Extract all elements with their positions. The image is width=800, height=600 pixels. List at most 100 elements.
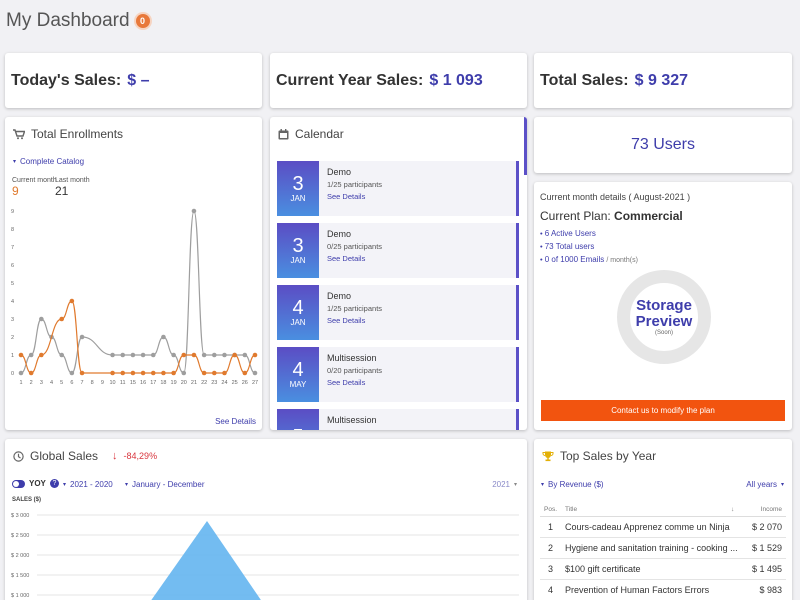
calendar-event[interactable]: 5 Multisession: [277, 409, 519, 430]
current-month-value: 9: [12, 184, 19, 198]
event-see-details[interactable]: See Details: [327, 254, 366, 263]
year-sales-value: $ 1 093: [429, 71, 483, 89]
data-point[interactable]: [140, 370, 146, 376]
calendar-event[interactable]: 4 MAY Multisession 0/20 participants See Det…: [277, 347, 519, 402]
calendar-event[interactable]: 3 JAN Demo 1/25 participants See Details: [277, 161, 519, 216]
x-tick-label: 22: [201, 380, 207, 386]
table-row[interactable]: 3 $100 gift certificate $ 1 495: [540, 558, 786, 580]
help-icon[interactable]: ?: [49, 479, 59, 488]
enrollments-card: Total Enrollments ▾ Complete Catalog Cur…: [5, 117, 262, 430]
data-point[interactable]: [28, 352, 34, 358]
sort-desc-icon[interactable]: ↓: [727, 503, 740, 517]
data-point[interactable]: [130, 352, 136, 358]
y-tick-label: 5: [11, 281, 14, 287]
col-pos[interactable]: Pos.: [540, 503, 562, 517]
data-point[interactable]: [28, 370, 34, 376]
data-point[interactable]: [59, 316, 64, 322]
row-pos: 1: [540, 516, 562, 538]
plan-usage-item[interactable]: • 73 Total users: [540, 242, 595, 251]
year-select[interactable]: 2021 ▾: [492, 480, 517, 489]
data-point[interactable]: [150, 370, 156, 376]
data-point[interactable]: [242, 352, 248, 358]
users-card[interactable]: 73 Users: [534, 117, 792, 173]
total-sales-label: Total Sales:: [540, 71, 629, 89]
y-tick-label: 6: [11, 263, 14, 269]
event-see-details[interactable]: See Details: [327, 316, 366, 325]
data-point[interactable]: [212, 352, 217, 358]
y-tick-label: 8: [11, 227, 14, 233]
notification-badge[interactable]: 0: [135, 14, 150, 28]
year-filter[interactable]: All years ▾: [746, 480, 784, 489]
data-point[interactable]: [191, 208, 197, 214]
year-sales-label: Current Year Sales:: [276, 71, 424, 89]
event-see-details[interactable]: See Details: [327, 192, 366, 201]
data-point[interactable]: [161, 370, 166, 376]
data-point[interactable]: [69, 370, 75, 376]
contact-plan-button[interactable]: Contact us to modify the plan: [541, 400, 785, 421]
y-tick-label: 2: [11, 335, 14, 341]
data-point[interactable]: [79, 370, 85, 376]
data-point[interactable]: [110, 352, 115, 358]
data-point[interactable]: [110, 370, 115, 376]
enrollments-see-details[interactable]: See Details: [215, 411, 256, 429]
event-month: JAN: [290, 256, 306, 265]
calendar-event[interactable]: 3 JAN Demo 0/25 participants See Details: [277, 223, 519, 278]
data-point[interactable]: [212, 370, 217, 376]
data-point[interactable]: [79, 334, 85, 340]
x-tick-label: 26: [242, 380, 248, 386]
data-point[interactable]: [171, 352, 176, 358]
event-date: 5: [277, 409, 319, 430]
data-point[interactable]: [201, 352, 207, 358]
data-point[interactable]: [201, 370, 207, 376]
calendar-scrollbar[interactable]: [524, 117, 527, 175]
catalog-filter[interactable]: ▾ Complete Catalog: [13, 157, 84, 166]
data-point[interactable]: [242, 370, 248, 376]
storage-soon: (Soon): [654, 330, 673, 336]
data-point[interactable]: [181, 352, 187, 358]
data-point[interactable]: [18, 352, 24, 358]
data-point[interactable]: [39, 352, 44, 358]
row-title: $100 gift certificate: [561, 558, 740, 580]
calendar-icon: [278, 128, 289, 139]
data-point[interactable]: [222, 370, 227, 376]
global-sales-card: Global Sales ↓ -84,29% YOY ? ▾ 2021 - 20…: [5, 439, 527, 600]
data-point[interactable]: [161, 334, 166, 340]
yoy-toggle[interactable]: YOY ?: [12, 479, 59, 488]
data-point[interactable]: [222, 352, 227, 358]
event-see-details[interactable]: See Details: [327, 378, 366, 387]
year-range-filter[interactable]: ▾ 2021 - 2020: [63, 480, 113, 489]
current-plan-name: Commercial: [614, 209, 683, 223]
col-income[interactable]: Income: [739, 503, 786, 517]
data-point[interactable]: [120, 352, 126, 358]
x-tick-label: 6: [70, 380, 73, 386]
data-point[interactable]: [171, 370, 176, 376]
data-point[interactable]: [69, 298, 75, 304]
revenue-filter[interactable]: ▾ By Revenue ($): [541, 480, 604, 489]
data-point[interactable]: [18, 370, 24, 376]
x-tick-label: 20: [181, 380, 187, 386]
data-point[interactable]: [59, 352, 64, 358]
data-point[interactable]: [120, 370, 126, 376]
data-point[interactable]: [150, 352, 156, 358]
sales-change: -84,29%: [123, 451, 158, 461]
data-point[interactable]: [130, 370, 136, 376]
month-range-filter[interactable]: ▾ January - December: [125, 480, 205, 489]
data-point[interactable]: [140, 352, 146, 358]
data-point[interactable]: [252, 370, 258, 376]
calendar-event[interactable]: 4 JAN Demo 1/25 participants See Details: [277, 285, 519, 340]
table-row[interactable]: 1 Cours-cadeau Apprenez comme un Ninja $ 2…: [540, 516, 786, 538]
data-point[interactable]: [181, 370, 187, 376]
x-tick-label: 11: [120, 380, 126, 386]
data-point[interactable]: [232, 352, 237, 358]
data-point[interactable]: [39, 316, 44, 322]
plan-usage-item[interactable]: • 6 Active Users: [540, 229, 596, 238]
x-tick-label: 23: [211, 380, 217, 386]
data-point[interactable]: [252, 352, 258, 358]
data-point[interactable]: [191, 352, 197, 358]
col-title[interactable]: Title: [561, 503, 728, 517]
y-tick-label: 7: [11, 245, 14, 251]
table-row[interactable]: 4 Prevention of Human Factors Errors $ 983: [540, 579, 786, 600]
plan-usage-item[interactable]: • 0 of 1000 Emails / month(s): [540, 255, 638, 264]
table-row[interactable]: 2 Hygiene and sanitation training - cooki…: [540, 537, 786, 559]
